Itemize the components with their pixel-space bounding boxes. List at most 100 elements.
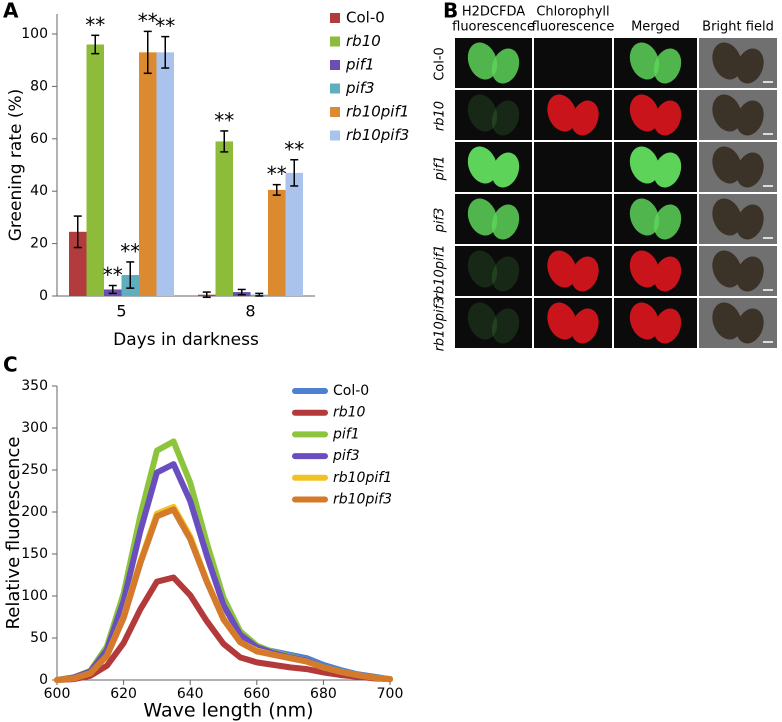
micrograph [455, 246, 532, 296]
y-tick-label: 60 [30, 131, 48, 147]
bar [69, 231, 87, 296]
leaf [736, 100, 764, 136]
leaf [653, 204, 682, 240]
legend-label: rb10 [346, 32, 381, 50]
legend-swatch [330, 36, 340, 47]
x-tick-label: 700 [377, 686, 404, 702]
leaf [467, 94, 498, 132]
error-bar [143, 30, 152, 75]
leaf [736, 48, 764, 84]
column-header: Bright field [702, 20, 774, 35]
legend-label: rb10pif3 [333, 492, 392, 508]
legend-swatch [330, 13, 340, 23]
leaf [629, 250, 660, 288]
line-series [54, 574, 393, 683]
leaf [736, 152, 764, 188]
significance-label: ** [138, 9, 158, 33]
leaf [491, 100, 520, 136]
y-tick-label: 350 [21, 378, 48, 394]
column-header: fluorescence [452, 20, 535, 35]
leaf [736, 256, 764, 292]
leaf [491, 308, 520, 344]
leaf [736, 308, 764, 344]
error-bar [91, 34, 100, 55]
leaf [571, 308, 599, 344]
micrograph [534, 194, 612, 244]
legend-label: rb10 [333, 405, 366, 421]
leaf [467, 146, 498, 184]
leaf [712, 250, 742, 288]
y-tick-label: 100 [21, 26, 48, 42]
x-tick-label: 8 [245, 302, 255, 321]
error-bar [272, 183, 281, 196]
x-axis-title: Days in darkness [113, 330, 259, 350]
leaf [571, 100, 599, 136]
bar [215, 141, 233, 296]
leaf [653, 48, 682, 84]
column-header: H2DCFDA [462, 5, 525, 20]
bar [139, 52, 157, 297]
x-tick-label: 620 [110, 686, 137, 702]
row-label: rb10pif1 [433, 245, 448, 300]
x-axis-title: Wave length (nm) [143, 700, 313, 722]
leaf [547, 302, 577, 340]
leaf [467, 250, 498, 288]
leaf [629, 198, 660, 236]
y-tick-label: 150 [21, 546, 48, 562]
error-bar [202, 291, 211, 299]
x-tick-label: 660 [243, 686, 270, 702]
leaf [629, 94, 660, 132]
y-axis-title: Greening rate (%) [6, 89, 26, 242]
row-label: pif1 [433, 156, 448, 182]
error-bar [220, 130, 229, 153]
panel-label: C [3, 353, 18, 377]
significance-label: ** [155, 14, 175, 38]
leaf [547, 250, 577, 288]
error-bar [255, 292, 264, 297]
significance-label: ** [103, 263, 123, 287]
error-bar [290, 159, 299, 187]
leaf [712, 94, 742, 132]
y-tick-label: 20 [30, 236, 48, 252]
micrograph [455, 90, 532, 140]
y-tick-label: 40 [30, 183, 48, 199]
leaf [547, 94, 577, 132]
error-bar [108, 284, 117, 295]
y-tick-label: 0 [39, 672, 48, 688]
panel-label: B [443, 0, 458, 23]
leaf [571, 256, 599, 292]
row-label: Col-0 [433, 47, 448, 81]
legend-label: rb10pif1 [333, 470, 392, 486]
leaf [629, 42, 660, 80]
leaf [712, 146, 742, 184]
leaf [467, 42, 498, 80]
legend-label: pif1 [345, 56, 375, 74]
column-header: Merged [631, 20, 680, 35]
leaf [712, 302, 742, 340]
leaf [491, 256, 520, 292]
bar [156, 52, 174, 297]
legend-swatch [330, 107, 340, 117]
legend-label: pif3 [332, 448, 360, 464]
error-bar [237, 288, 246, 296]
y-tick-label: 80 [30, 78, 48, 94]
leaf [467, 198, 498, 236]
leaf [629, 146, 660, 184]
y-tick-label: 0 [39, 288, 48, 304]
x-tick-label: 640 [177, 686, 204, 702]
legend-label: rb10pif3 [346, 126, 409, 144]
y-tick-label: 200 [21, 504, 48, 520]
micrograph [534, 38, 612, 88]
legend-label: pif3 [345, 79, 375, 97]
leaf [491, 152, 520, 188]
bar [268, 189, 286, 296]
x-tick-label: 600 [44, 686, 71, 702]
row-label: rb10pif3 [433, 297, 448, 352]
legend-label: Col-0 [333, 383, 369, 399]
legend-label: Col-0 [346, 9, 385, 27]
leaf [712, 198, 742, 236]
y-tick-label: 250 [21, 462, 48, 478]
significance-label: ** [120, 239, 140, 263]
micrograph [534, 142, 612, 192]
